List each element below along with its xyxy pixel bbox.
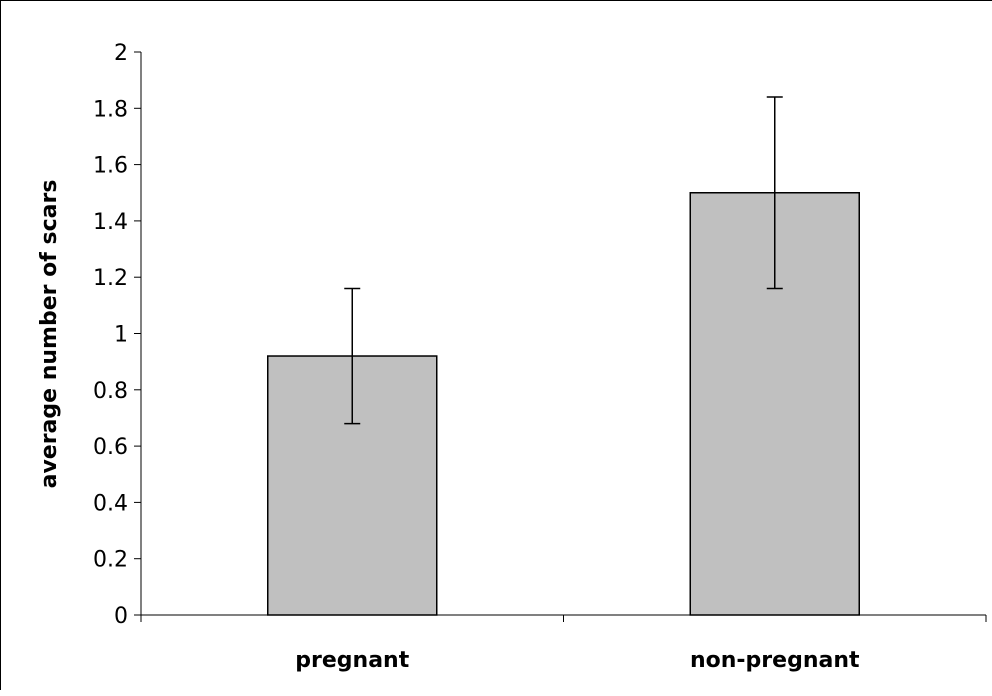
y-tick-label: 0.6 [93, 435, 128, 460]
x-category-label: pregnant [295, 648, 409, 673]
y-tick-label: 1.4 [93, 210, 128, 235]
y-tick-label: 1.6 [93, 154, 128, 179]
y-tick-label: 2 [114, 41, 128, 66]
x-category-label: non-pregnant [690, 648, 860, 673]
y-tick-label: 1 [114, 323, 128, 348]
y-tick-label: 1.2 [93, 266, 128, 291]
y-tick-label: 0 [114, 604, 128, 629]
y-axis-title: average number of scars [37, 180, 62, 489]
y-tick-label: 0.4 [93, 491, 128, 516]
y-tick-label: 0.2 [93, 548, 128, 573]
y-tick-label: 0.8 [93, 379, 128, 404]
y-tick-label: 1.8 [93, 97, 128, 122]
